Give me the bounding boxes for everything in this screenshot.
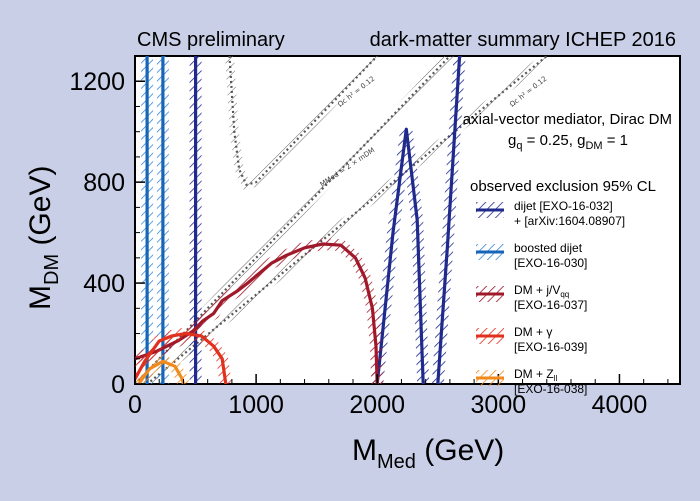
y-axis-title: MDM (GeV) — [24, 166, 63, 310]
x-tick-label: 2000 — [349, 391, 405, 419]
plot-area — [134, 55, 681, 385]
legend-entry-text: [EXO-16-038] — [514, 382, 587, 396]
legend-entry-text: [EXO-16-030] — [514, 256, 587, 270]
legend-entry-text: + [arXiv:1604.08907] — [514, 214, 625, 228]
y-tick-label: 800 — [83, 169, 125, 197]
y-tick-label: 0 — [111, 371, 125, 399]
legend-entry-text: boosted dijet — [514, 241, 583, 255]
title-right: dark-matter summary ICHEP 2016 — [370, 29, 676, 51]
legend-entry-text: DM + j/Vqq — [514, 283, 569, 299]
coupling-label: gq = 0.25, gDM = 1 — [508, 132, 628, 152]
legend-entry-text: DM + γ — [514, 325, 552, 339]
x-tick-label: 4000 — [592, 391, 648, 419]
legend-entry-text: dijet [EXO-16-032] — [514, 199, 613, 213]
series-line-4-0 — [137, 359, 185, 384]
x-tick-label: 1000 — [228, 391, 284, 419]
tick-layer: 0 1000 2000 3000 4000 0 400 800 1200 — [69, 55, 669, 419]
reference-line-1 — [145, 56, 548, 384]
legend-title: observed exclusion 95% CL — [470, 178, 656, 195]
series-line-0-1 — [375, 127, 425, 384]
legend: dijet [EXO-16-032]+ [arXiv:1604.08907] bo… — [476, 199, 625, 396]
series-line-0-2 — [436, 56, 462, 384]
y-tick-label: 1200 — [69, 68, 125, 96]
legend-entry-text: [EXO-16-039] — [514, 340, 587, 354]
legend-entry-text: DM + Zll — [514, 367, 557, 383]
model-label: axial-vector mediator, Dirac DM — [463, 111, 672, 128]
legend-entry-text: [EXO-16-037] — [514, 298, 587, 312]
x-axis-title: MMed (GeV) — [352, 434, 504, 473]
reference-line-2 — [228, 56, 378, 186]
x-tick-label: 0 — [128, 391, 142, 419]
title-left: CMS preliminary — [137, 29, 285, 51]
y-tick-label: 400 — [83, 270, 125, 298]
data-layer — [135, 56, 550, 384]
series-line-3-0 — [135, 331, 228, 384]
reference-line-0 — [135, 56, 452, 384]
x-tick-label: 3000 — [471, 391, 527, 419]
